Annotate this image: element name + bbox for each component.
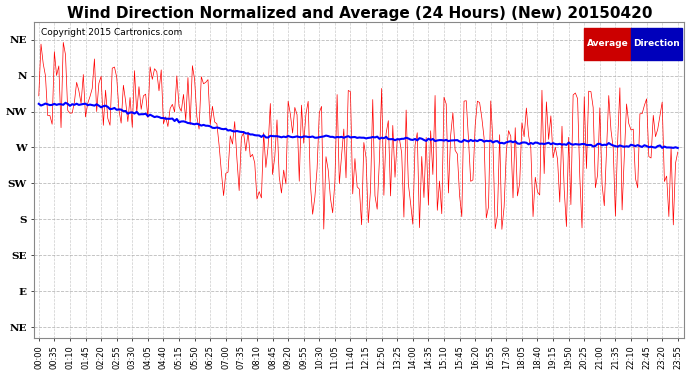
- Bar: [631, 28, 682, 60]
- Text: Copyright 2015 Cartronics.com: Copyright 2015 Cartronics.com: [41, 28, 182, 37]
- Text: Direction: Direction: [633, 39, 680, 48]
- Bar: [584, 28, 631, 60]
- Title: Wind Direction Normalized and Average (24 Hours) (New) 20150420: Wind Direction Normalized and Average (2…: [67, 6, 652, 21]
- Text: Average: Average: [586, 39, 629, 48]
